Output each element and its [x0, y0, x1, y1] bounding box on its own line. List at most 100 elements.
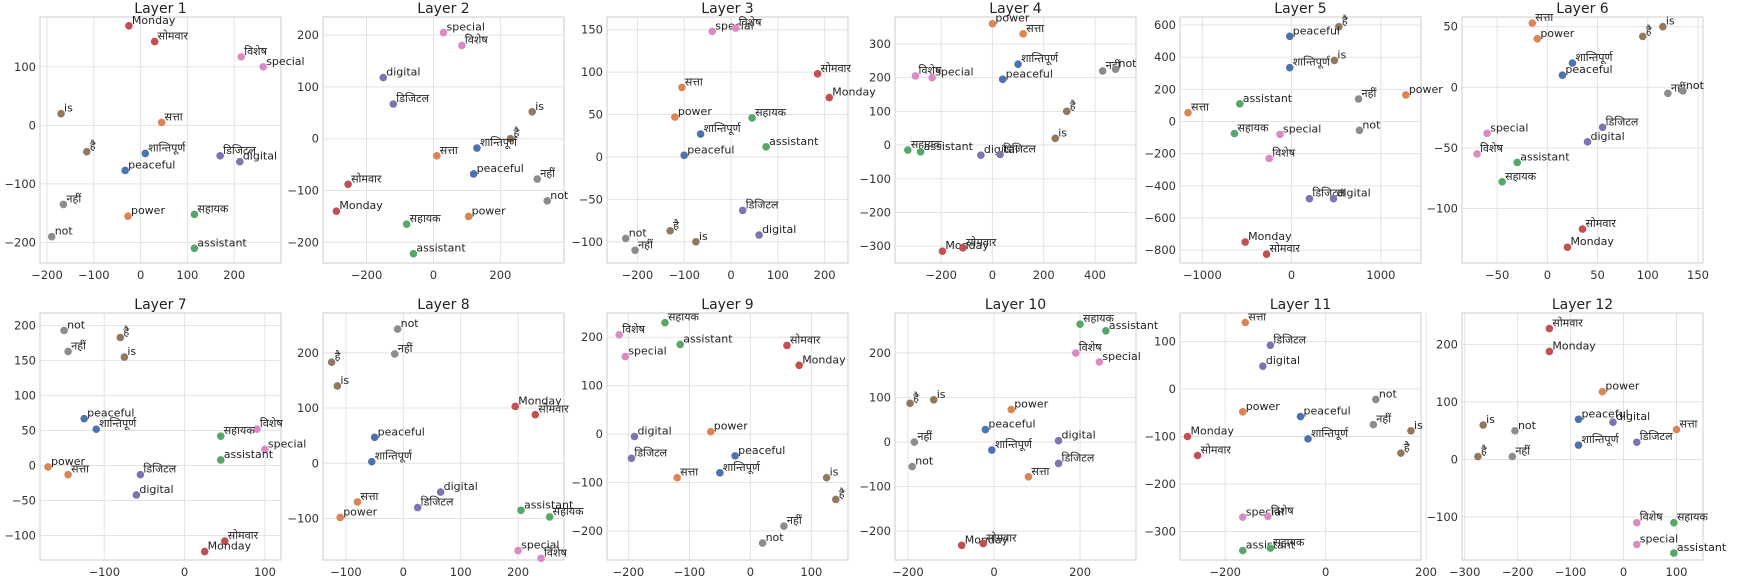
- scatter-panel-7: −100 0 100 −100 −50 0 50 100 150 200 Layer 7 not है न…: [4, 297, 306, 579]
- x-tick-label: 100: [1637, 268, 1659, 282]
- x-tick-label: 0: [989, 268, 996, 282]
- point-label: special: [935, 66, 973, 79]
- x-tick-label: 0: [747, 565, 754, 579]
- point-label: Monday: [1191, 425, 1235, 438]
- scatter-point: [436, 488, 445, 496]
- point-label: है: [1481, 445, 1487, 458]
- point-label: सहायक: [1505, 170, 1537, 183]
- scatter-point: [831, 495, 840, 504]
- scatter-point: [511, 402, 520, 411]
- y-tick-label: 0: [312, 456, 319, 470]
- scatter-point: [996, 150, 1004, 159]
- point-label: special: [1490, 121, 1528, 134]
- scatter-point: [910, 438, 919, 446]
- scatter-point: [64, 347, 72, 356]
- point-label: special: [268, 437, 306, 450]
- scatter-point: [981, 425, 990, 434]
- y-tick-label: −200: [1144, 147, 1176, 161]
- scatter-point: [124, 212, 132, 220]
- scatter-point: [696, 130, 705, 138]
- y-tick-label: −100: [1144, 430, 1176, 444]
- scatter-point: [237, 53, 246, 61]
- y-tick-label: −100: [4, 529, 36, 543]
- x-tick-label: 200: [507, 565, 529, 579]
- scatter-point: [1473, 150, 1481, 158]
- scatter-point: [1574, 415, 1583, 424]
- point-label: डिजिटल: [421, 496, 454, 509]
- point-label: not: [1379, 387, 1398, 400]
- point-label: is: [340, 374, 349, 387]
- x-tick-label: 0: [430, 268, 437, 282]
- scatter-point: [716, 469, 724, 477]
- x-tick-label: −50: [1485, 268, 1509, 282]
- point-label: peaceful: [87, 407, 134, 420]
- point-label: not: [1118, 57, 1137, 70]
- point-label: assistant: [1243, 92, 1293, 105]
- scatter-point: [57, 109, 65, 118]
- y-tick-label: 100: [14, 389, 36, 403]
- x-tick-label: −200: [622, 268, 654, 282]
- scatter-point: [464, 212, 473, 221]
- x-tick-label: 50: [1590, 268, 1605, 282]
- scatter-point: [259, 62, 268, 71]
- point-label: Monday: [832, 86, 876, 99]
- scatter-point: [678, 83, 686, 92]
- scatter-point: [822, 473, 831, 482]
- point-label: सत्ता: [165, 110, 183, 123]
- point-label: सहायक: [553, 505, 585, 518]
- scatter-point: [666, 226, 674, 235]
- point-label: digital: [762, 223, 796, 236]
- y-tick-label: 100: [581, 65, 603, 79]
- scatter-point: [780, 522, 788, 530]
- point-label: सोमवार: [1270, 242, 1301, 255]
- scatter-point: [389, 100, 398, 108]
- scatter-point: [615, 330, 624, 339]
- x-tick-label: −1000: [1183, 268, 1222, 282]
- scatter-point: [1632, 518, 1641, 527]
- scatter-point: [125, 21, 133, 30]
- scatter-point: [200, 547, 209, 556]
- x-tick-label: 200: [1069, 565, 1091, 579]
- scatter-point: [216, 152, 224, 160]
- point-label: digital: [1591, 130, 1625, 143]
- point-label: शान्तिपूर्ण: [723, 461, 761, 475]
- point-label: सहायक: [1677, 511, 1709, 524]
- point-label: assistant: [1520, 150, 1570, 163]
- x-tick-label: −200: [1209, 565, 1241, 579]
- scatter-point: [906, 399, 914, 408]
- y-tick-label: 0: [1451, 80, 1458, 94]
- point-label: assistant: [683, 332, 733, 345]
- x-tick-label: 0: [727, 268, 734, 282]
- scatter-panel-1: −200 −100 0 100 200 −200 −100 0 100 Layer 1Monday…: [4, 1, 304, 282]
- scatter-point: [393, 325, 402, 333]
- scatter-point: [1265, 154, 1274, 163]
- y-tick-label: −100: [859, 480, 891, 494]
- x-tick-label: 1000: [1366, 268, 1395, 282]
- scatter-point: [1183, 432, 1192, 441]
- x-tick-label: 200: [223, 268, 245, 282]
- point-label: डिजिटल: [1312, 187, 1345, 200]
- scatter-point: [692, 237, 700, 246]
- point-label: digital: [1266, 354, 1300, 367]
- scatter-point: [630, 432, 639, 441]
- chart-title: Layer 4: [989, 1, 1041, 17]
- scatter-point: [1354, 95, 1363, 103]
- point-label: special: [1246, 505, 1284, 518]
- point-label: सहायक: [668, 311, 700, 324]
- scatter-point: [141, 149, 150, 158]
- point-label: power: [51, 455, 85, 468]
- point-label: शान्तिपूर्ण: [1575, 51, 1613, 65]
- scatter-point: [755, 231, 763, 239]
- point-label: सोमवार: [1552, 317, 1583, 330]
- scatter-point: [1238, 408, 1247, 416]
- scatter-point: [64, 470, 72, 479]
- x-tick-label: 400: [1084, 268, 1106, 282]
- point-label: special: [266, 55, 304, 68]
- scatter-point: [433, 151, 441, 160]
- point-label: सत्ता: [71, 463, 89, 476]
- point-label: शान्तिपूर्ण: [1311, 427, 1349, 441]
- chart-title: Layer 2: [417, 1, 469, 17]
- scatter-point: [370, 433, 379, 442]
- scatter-point: [916, 147, 925, 156]
- y-tick-label: 400: [1154, 50, 1176, 64]
